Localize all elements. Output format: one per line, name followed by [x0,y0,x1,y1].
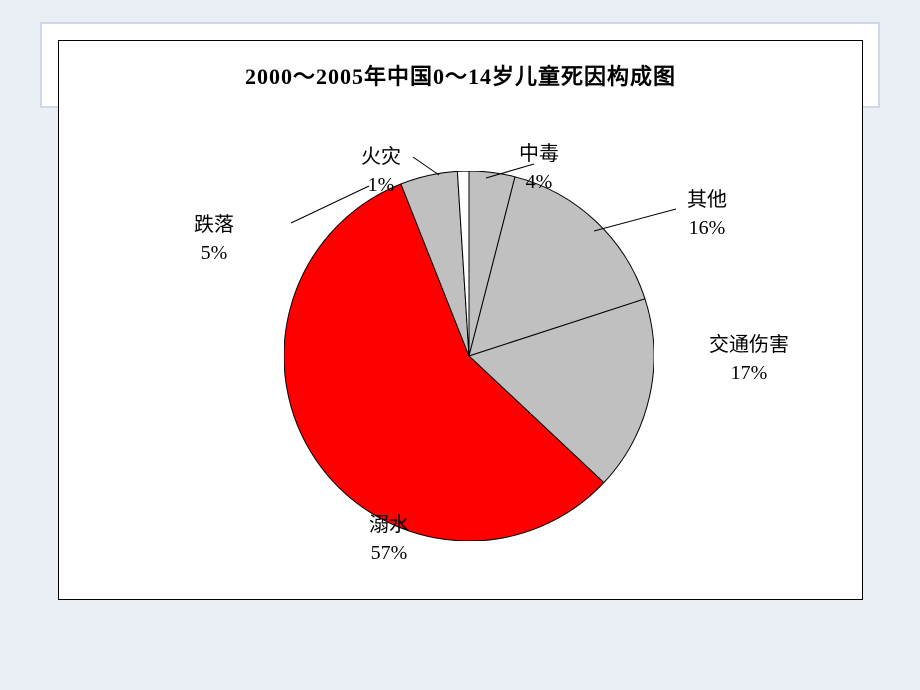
pie-svg [284,171,654,541]
slice-label: 中毒 4% [519,140,559,196]
pie-chart [284,171,654,541]
slice-label-name: 中毒 [519,143,559,165]
slice-label-percent: 1% [368,174,395,196]
slice-label-percent: 4% [526,171,553,193]
slice-label-name: 交通伤害 [709,334,789,356]
slice-label-name: 溺水 [369,514,409,536]
slice-label-percent: 57% [371,542,408,564]
slice-label-percent: 17% [731,362,768,384]
slice-label-percent: 5% [201,242,228,264]
chart-title: 2000～2005年中国0～14岁儿童死因构成图 [59,59,862,91]
slice-label: 其他 16% [687,186,727,242]
slice-label-name: 火灾 [361,146,401,168]
chart-card: 2000～2005年中国0～14岁儿童死因构成图 中毒 4% 其他 16% 交通伤害 17… [58,40,863,600]
slice-label-name: 其他 [687,189,727,211]
slice-label: 交通伤害 17% [709,331,789,387]
slice-label: 跌落 5% [194,211,234,267]
slice-label-percent: 16% [689,217,726,239]
slice-label: 火灾 1% [361,143,401,199]
slice-label: 溺水 57% [369,511,409,567]
slice-label-name: 跌落 [194,214,234,236]
